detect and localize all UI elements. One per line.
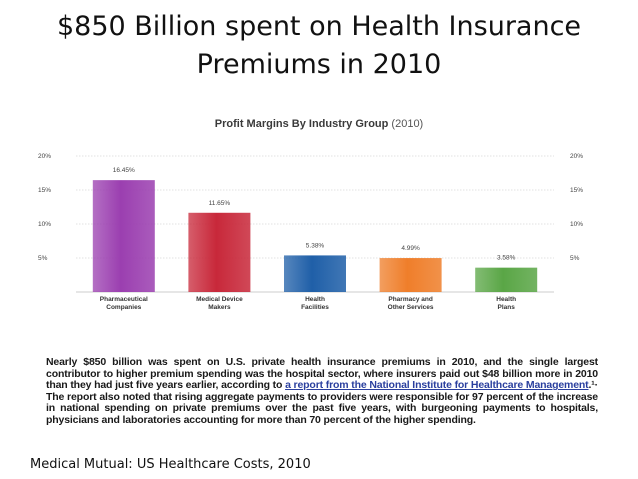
body-paragraph: Nearly $850 billion was spent on U.S. pr…: [46, 356, 598, 427]
y-tick-label-right: 20%: [570, 153, 583, 160]
paragraph-part-2: .¹· The report also noted that rising ag…: [46, 379, 598, 426]
category-label: Health Plans: [496, 296, 517, 311]
bar: [379, 258, 442, 292]
chart-title-text: Profit Margins By Industry Group: [214, 118, 389, 130]
data-label: 5.38%: [306, 242, 325, 249]
y-tick-label-right: 15%: [570, 187, 583, 194]
bar: [475, 267, 538, 292]
category-label: Pharmaceutical Companies: [99, 296, 148, 311]
chart-area: Profit Margins By Industry Group (2010) …: [34, 112, 604, 350]
y-tick-label-right: 5%: [570, 255, 580, 262]
slide-title-line-2: Premiums in 2010: [196, 49, 442, 80]
y-tick-label-left: 10%: [38, 221, 51, 228]
category-label: Health Facilities: [301, 296, 329, 311]
y-tick-label-right: 10%: [570, 221, 583, 228]
report-link[interactable]: a report from the National Institute for…: [285, 379, 589, 392]
y-tick-label-left: 20%: [38, 153, 51, 160]
chart-title-year: (2010): [391, 118, 424, 130]
bar-chart: 5% 5% 10% 10% 15% 15% 20% 20% 16.45% 11.65% 5.38% 4…: [38, 153, 583, 293]
slide-title: $850 Billion spent on Health Insurance P…: [0, 8, 638, 84]
paragraph-part-1: Nearly $850 billion was spent on U.S. pr…: [46, 356, 598, 392]
category-label: Pharmacy and Other Services: [387, 296, 434, 311]
data-label: 3.58%: [497, 255, 516, 262]
bar: [92, 180, 155, 292]
y-tick-label-left: 15%: [38, 187, 51, 194]
data-label: 16.45%: [113, 167, 135, 174]
source-caption: Medical Mutual: US Healthcare Costs, 201…: [30, 457, 311, 472]
bar: [188, 212, 251, 292]
data-label: 4.99%: [401, 245, 420, 252]
chart-title: Profit Margins By Industry Group (2010): [34, 118, 604, 130]
bar: [284, 255, 346, 292]
slide-title-line-1: $850 Billion spent on Health Insurance: [56, 11, 582, 42]
category-label: Medical Device Makers: [196, 296, 243, 311]
data-label: 11.65%: [209, 200, 231, 207]
y-tick-label-left: 5%: [38, 255, 48, 262]
